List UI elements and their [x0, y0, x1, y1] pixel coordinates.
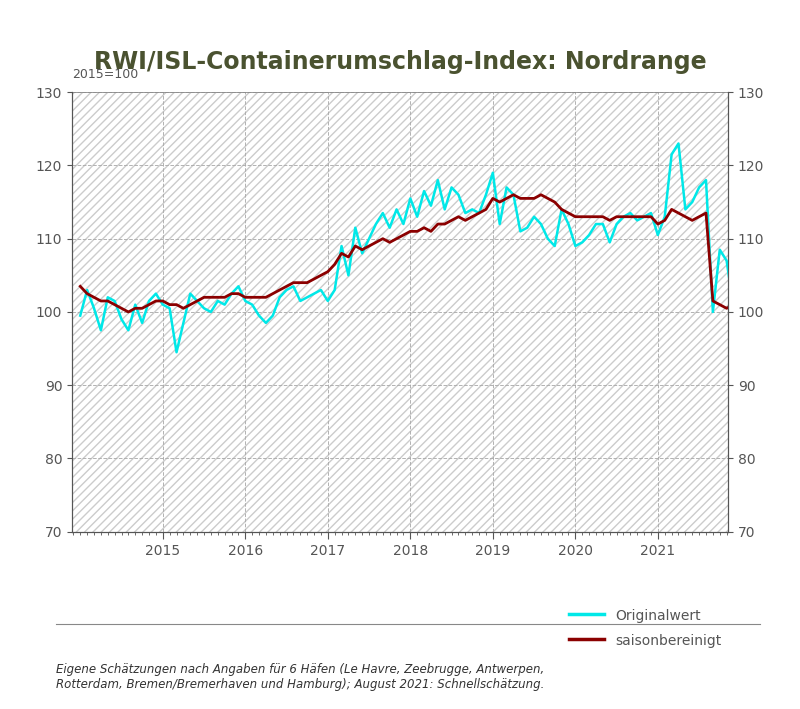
Originalwert	[330, 286, 339, 294]
Originalwert	[130, 301, 140, 309]
saisonbereinigt	[123, 308, 133, 316]
saisonbereinigt	[481, 205, 490, 213]
Text: Eigene Schätzungen nach Angaben für 6 Häfen (Le Havre, Zeebrugge, Antwerpen,
Rot: Eigene Schätzungen nach Angaben für 6 Hä…	[56, 664, 544, 691]
Originalwert	[481, 191, 490, 199]
saisonbereinigt	[570, 213, 580, 221]
Originalwert	[674, 139, 683, 147]
saisonbereinigt	[289, 279, 298, 287]
Originalwert	[488, 169, 498, 177]
Text: 2015=100: 2015=100	[72, 68, 138, 81]
saisonbereinigt	[138, 304, 147, 313]
Line: saisonbereinigt: saisonbereinigt	[80, 180, 800, 312]
Originalwert	[75, 311, 85, 320]
saisonbereinigt	[330, 260, 339, 269]
Legend: Originalwert, saisonbereinigt: Originalwert, saisonbereinigt	[569, 609, 721, 648]
saisonbereinigt	[488, 194, 498, 203]
Line: Originalwert: Originalwert	[80, 143, 800, 352]
saisonbereinigt	[75, 282, 85, 291]
Originalwert	[570, 242, 580, 250]
Text: RWI/ISL-Containerumschlag-Index: Nordrange: RWI/ISL-Containerumschlag-Index: Nordran…	[94, 50, 706, 74]
Originalwert	[289, 282, 298, 291]
Originalwert	[172, 348, 182, 357]
